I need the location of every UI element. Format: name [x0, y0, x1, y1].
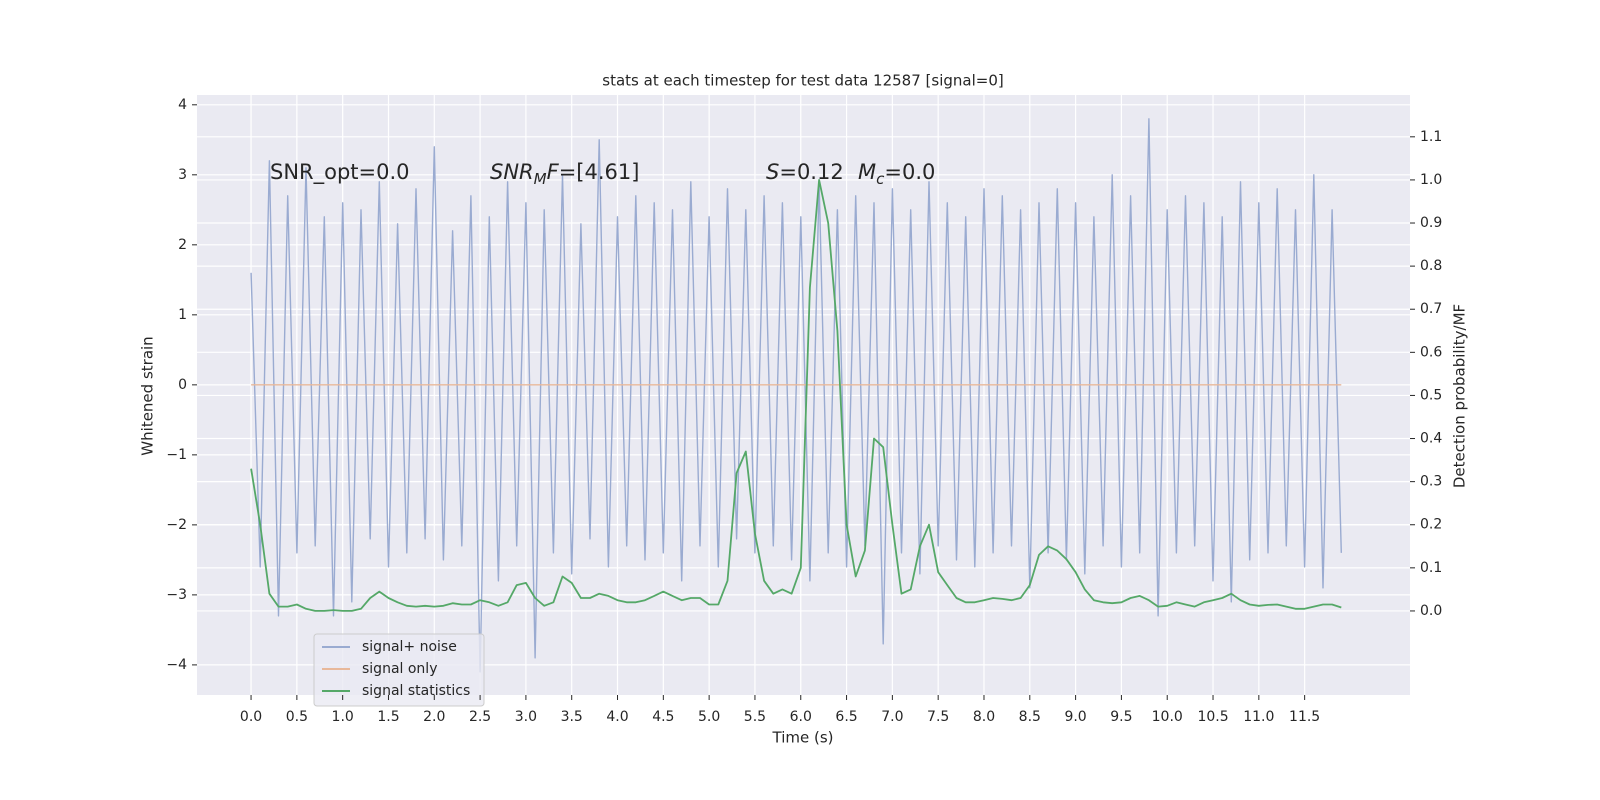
- annotation-part: S: [766, 160, 779, 184]
- x-tick-label: 11.0: [1243, 709, 1274, 725]
- y-tick-label: 1: [178, 307, 187, 323]
- y-tick-label: 2: [178, 237, 187, 253]
- annotations: SNR_opt=0.0 SNRMF=[4.61] S=0.12 Mc=0.0: [270, 160, 935, 188]
- x-tick-label: 1.0: [332, 709, 354, 725]
- y2-tick-label: 1.1: [1420, 129, 1442, 145]
- y-axis-label: Whitened strain: [139, 336, 157, 455]
- y2-tick-label: 0.0: [1420, 603, 1442, 619]
- y2-tick-label: 1.0: [1420, 172, 1442, 188]
- y-tick-label: 3: [178, 167, 187, 183]
- series-line: [250, 118, 1342, 673]
- y-tick-label: −2: [166, 517, 187, 533]
- y-tick-label: −3: [166, 587, 187, 603]
- y2-tick-label: 0.8: [1420, 258, 1442, 274]
- legend: signal+ noise signal only signal statistic…: [313, 633, 485, 707]
- y2-tick-label: 0.3: [1420, 474, 1442, 490]
- annotation: Mc=0.0: [858, 160, 935, 188]
- legend-box: [313, 633, 485, 707]
- y2-tick-label: 0.2: [1420, 517, 1442, 533]
- annotation-part: F: [547, 160, 560, 184]
- x-tick-label: 3.0: [515, 709, 537, 725]
- legend-label: signal only: [362, 661, 437, 677]
- annotation-part: SNR: [490, 160, 534, 184]
- x-tick-label: 10.5: [1197, 709, 1228, 725]
- chart-title: stats at each timestep for test data 125…: [602, 72, 1003, 90]
- annotation: SNRMF=[4.61]: [490, 160, 639, 188]
- x-tick-label: 9.0: [1064, 709, 1086, 725]
- y2-tick-label: 0.7: [1420, 301, 1442, 317]
- annotation-part: =0.12: [779, 160, 843, 184]
- x-tick-label: 7.0: [881, 709, 903, 725]
- x-tick-label: 9.5: [1110, 709, 1132, 725]
- x-tick-label: 0.5: [286, 709, 308, 725]
- y2-axis-label: Detection probability/MF: [1451, 304, 1469, 488]
- x-tick-label: 5.5: [744, 709, 766, 725]
- y2-tick-label: 0.4: [1420, 431, 1442, 447]
- annotation-part: =[4.61]: [559, 160, 640, 184]
- annotation-part: =0.0: [884, 160, 935, 184]
- annotation: SNR_opt=0.0: [270, 160, 410, 185]
- y2-tick-label: 0.1: [1420, 560, 1442, 576]
- series-line: [250, 179, 1342, 612]
- annotation: S=0.12: [766, 160, 844, 184]
- y-tick-label: 0: [178, 377, 187, 393]
- x-axis-label: Time (s): [772, 729, 834, 747]
- y-tick-label: −4: [166, 657, 187, 673]
- x-tick-label: 6.0: [790, 709, 812, 725]
- annotation-part: c: [876, 170, 885, 188]
- x-tick-label: 1.5: [377, 709, 399, 725]
- y-tick-label: −1: [166, 447, 187, 463]
- x-tick-label: 10.0: [1152, 709, 1183, 725]
- data-layer: [250, 118, 1342, 673]
- y-tick-label: 4: [178, 97, 187, 113]
- annotation-part: M: [858, 160, 876, 184]
- x-tick-label: 8.0: [973, 709, 995, 725]
- x-tick-label: 2.5: [469, 709, 491, 725]
- x-tick-label: 8.5: [1019, 709, 1041, 725]
- x-tick-label: 4.0: [606, 709, 628, 725]
- y2-tick-label: 0.5: [1420, 387, 1442, 403]
- x-tick-label: 7.5: [927, 709, 949, 725]
- x-tick-label: 0.0: [240, 709, 262, 725]
- x-tick-label: 11.5: [1289, 709, 1320, 725]
- legend-label: signal statistics: [362, 683, 470, 699]
- x-tick-label: 2.0: [423, 709, 445, 725]
- grid: [197, 95, 1410, 695]
- x-tick-label: 6.5: [835, 709, 857, 725]
- legend-label: signal+ noise: [362, 639, 457, 655]
- annotation-part: SNR_opt=0.0: [270, 160, 410, 185]
- y2-tick-label: 0.6: [1420, 344, 1442, 360]
- x-tick-label: 3.5: [561, 709, 583, 725]
- x-tick-label: 5.0: [698, 709, 720, 725]
- annotation-part: M: [534, 170, 547, 188]
- x-tick-label: 4.5: [652, 709, 674, 725]
- y2-tick-label: 0.9: [1420, 215, 1442, 231]
